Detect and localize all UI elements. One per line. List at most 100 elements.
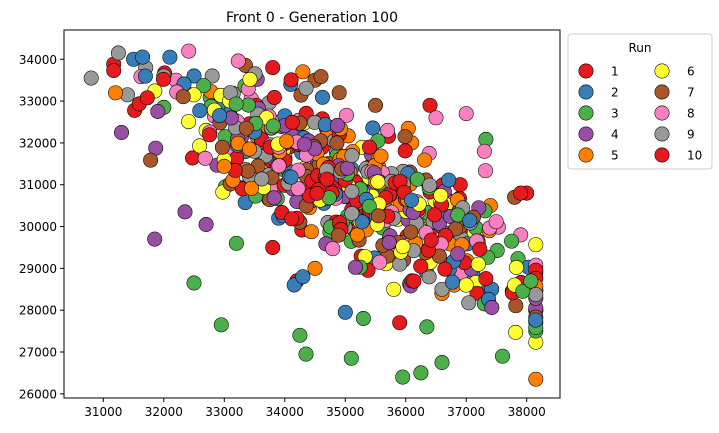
- point-run-5: [373, 148, 389, 164]
- point-run-4: [150, 104, 166, 119]
- point-run-10: [283, 72, 299, 88]
- point-run-3: [265, 118, 281, 134]
- point-run-1: [284, 114, 300, 130]
- point-run-8: [197, 150, 213, 166]
- y-tick-label: 30000: [19, 220, 57, 234]
- point-run-2: [295, 269, 311, 285]
- point-run-2: [365, 120, 381, 136]
- point-run-3: [298, 346, 314, 362]
- point-run-3: [504, 233, 520, 249]
- point-run-1: [413, 258, 429, 274]
- x-axis: 31000 32000 33000 34000 35000 36000 37000 38000: [84, 398, 546, 419]
- point-run-2: [315, 89, 330, 105]
- point-run-2: [162, 49, 178, 65]
- point-run-7: [240, 163, 256, 179]
- point-run-5: [295, 64, 311, 80]
- point-run-3: [409, 171, 425, 187]
- point-run-4: [450, 246, 466, 262]
- point-run-5: [349, 227, 365, 243]
- legend-title: Run: [628, 41, 651, 55]
- point-run-1: [472, 241, 488, 257]
- point-run-3: [395, 369, 411, 385]
- point-run-3: [228, 235, 244, 251]
- point-run-9: [528, 287, 544, 303]
- point-run-6: [192, 138, 208, 154]
- point-run-1: [265, 60, 281, 76]
- legend-label-run-7: 7: [687, 86, 695, 100]
- y-tick-label: 32000: [19, 136, 57, 150]
- point-run-10: [266, 90, 282, 105]
- point-run-3: [419, 319, 435, 335]
- legend-marker-run-8: [654, 105, 670, 121]
- y-tick-label: 34000: [19, 53, 57, 67]
- legend-label-run-8: 8: [687, 107, 695, 121]
- point-run-7: [313, 69, 329, 85]
- point-run-10: [309, 185, 325, 201]
- legend-marker-run-10: [654, 147, 670, 163]
- point-run-5: [417, 152, 432, 168]
- point-run-8: [230, 53, 246, 69]
- x-tick-label: 31000: [84, 405, 122, 419]
- point-run-3: [495, 348, 510, 364]
- point-run-9: [422, 177, 438, 193]
- point-run-7: [238, 120, 254, 136]
- point-run-2: [445, 274, 460, 290]
- point-run-9: [298, 80, 314, 96]
- point-run-3: [355, 311, 371, 326]
- point-run-4: [484, 300, 500, 315]
- x-tick-label: 38000: [508, 405, 546, 419]
- point-run-2: [283, 169, 299, 185]
- point-run-4: [348, 259, 363, 275]
- legend-marker-run-7: [654, 84, 670, 100]
- point-run-8: [271, 158, 287, 174]
- point-run-4: [177, 204, 193, 220]
- legend-marker-run-3: [578, 105, 594, 121]
- point-run-8: [290, 181, 306, 197]
- point-run-8: [325, 241, 341, 257]
- point-run-8: [339, 107, 354, 123]
- point-run-6: [242, 71, 258, 87]
- point-run-10: [406, 273, 422, 289]
- point-run-5: [307, 260, 323, 276]
- legend-label-run-2: 2: [611, 86, 619, 100]
- point-run-4: [266, 190, 282, 206]
- point-run-2: [186, 68, 202, 84]
- point-run-7: [331, 227, 346, 243]
- point-run-6: [433, 188, 449, 203]
- point-run-3: [196, 78, 212, 94]
- y-tick-label: 33000: [19, 95, 57, 109]
- point-run-10: [478, 271, 494, 287]
- x-tick-label: 34000: [266, 405, 304, 419]
- point-run-10: [284, 211, 300, 227]
- point-run-9: [344, 184, 360, 199]
- point-run-3: [361, 198, 377, 214]
- point-run-6: [470, 256, 486, 272]
- point-run-8: [380, 122, 396, 138]
- point-run-7: [175, 89, 191, 105]
- point-run-2: [135, 49, 151, 65]
- point-run-5: [303, 224, 319, 240]
- legend-marker-run-1: [578, 63, 594, 79]
- x-tick-label: 37000: [447, 405, 485, 419]
- point-run-8: [488, 214, 504, 230]
- point-run-4: [198, 217, 214, 232]
- point-run-3: [228, 96, 244, 112]
- point-run-9: [434, 281, 450, 297]
- point-run-5: [108, 85, 123, 101]
- point-run-9: [204, 68, 220, 84]
- point-run-6: [508, 324, 524, 340]
- point-run-4: [114, 125, 129, 140]
- point-run-10: [469, 285, 485, 301]
- point-run-6: [528, 237, 544, 253]
- point-run-1: [362, 139, 377, 155]
- point-run-4: [381, 235, 397, 250]
- point-run-1: [156, 71, 171, 87]
- point-run-6: [181, 114, 197, 130]
- chart-title: Front 0 - Generation 100: [226, 10, 398, 26]
- y-tick-label: 26000: [19, 387, 57, 401]
- legend-label-run-4: 4: [611, 128, 619, 142]
- point-run-2: [462, 213, 478, 229]
- point-run-2: [528, 312, 544, 328]
- point-run-8: [181, 43, 197, 59]
